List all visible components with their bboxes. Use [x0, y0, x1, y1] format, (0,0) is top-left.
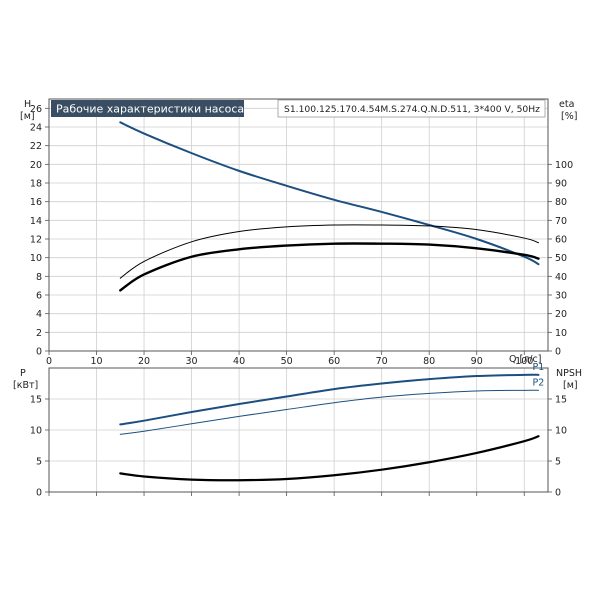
power-series-1-line [119, 389, 539, 435]
head-efficiency-panel: Рабочие характеристики насоса S1.100.125… [20, 98, 577, 367]
y-left-tick-label: 16 [30, 197, 42, 208]
x-tick-label: 80 [423, 356, 435, 367]
series-label-p2: P2 [532, 377, 544, 388]
x-tick-label: 100 [515, 356, 533, 367]
head-series-0-line [119, 121, 540, 266]
h-axis-unit: [м] [20, 111, 35, 122]
y-left-tick-label: 6 [36, 291, 42, 302]
model-label: S1.100.125.170.4.54M.S.274.Q.N.D.511, 3*… [284, 105, 540, 115]
y-right-tick-label: 90 [555, 179, 567, 190]
x-tick-label: 20 [138, 356, 150, 367]
head-series-2-line [119, 242, 540, 292]
x-tick-label: 10 [90, 356, 102, 367]
chart-title: Рабочие характеристики насоса [56, 103, 244, 116]
y-left-tick-label: 24 [30, 123, 42, 134]
y-left-tick-label: 4 [36, 309, 42, 320]
head-series-1-line [119, 224, 539, 279]
eta-axis-unit: [%] [561, 111, 577, 122]
p-axis-unit: [кВт] [13, 380, 38, 391]
y-left-tick-label: 20 [30, 160, 42, 171]
y-left-tick-label: 18 [30, 179, 42, 190]
bottom-grid [49, 368, 548, 492]
y-left-tick-label: 8 [36, 272, 42, 283]
y-right-tick-label: 100 [555, 160, 573, 171]
y-left-tick-label: 2 [36, 328, 42, 339]
y-left-tick-label: 15 [30, 395, 42, 406]
y-left-tick-label: 0 [36, 347, 42, 358]
y-right-tick-label: 10 [555, 328, 567, 339]
y-right-tick-label: 60 [555, 235, 567, 246]
y-right-tick-label: 40 [555, 272, 567, 283]
y-left-tick-label: 22 [30, 141, 42, 152]
y-left-tick-label: 0 [36, 488, 42, 499]
npsh-axis-unit: [м] [563, 380, 578, 391]
y-left-tick-label: 10 [30, 426, 42, 437]
y-right-tick-label: 30 [555, 291, 567, 302]
y-left-tick-label: 26 [30, 104, 42, 115]
x-tick-label: 0 [46, 356, 52, 367]
y-left-tick-label: 12 [30, 235, 42, 246]
npsh-axis-title: NPSH [556, 368, 582, 379]
y-right-tick-label: 20 [555, 309, 567, 320]
x-tick-label: 60 [328, 356, 340, 367]
y-left-tick-label: 14 [30, 216, 42, 227]
x-tick-label: 30 [186, 356, 198, 367]
x-tick-label: 70 [376, 356, 388, 367]
p-axis-title: P [20, 368, 26, 379]
top-plot-frame [48, 98, 549, 352]
title-box [51, 100, 244, 117]
y-right-tick-label: 50 [555, 253, 567, 264]
y-right-tick-label: 5 [555, 457, 561, 468]
series-label-p1: P1 [532, 362, 544, 373]
bottom-ticks: 0 5 10 15 0 5 10 15 [30, 395, 567, 499]
y-right-tick-label: 10 [555, 426, 567, 437]
top-grid [49, 99, 548, 351]
y-right-tick-label: 80 [555, 197, 567, 208]
x-tick-label: 90 [471, 356, 483, 367]
model-box [277, 99, 546, 118]
h-axis-title: H [24, 99, 31, 110]
power-series-2-line [119, 435, 540, 482]
x-tick-label: 40 [233, 356, 245, 367]
top-ticks: 0 10 20 30 40 50 60 70 80 90 100024681012141618202… [30, 104, 573, 367]
power-series-0-line [119, 373, 540, 426]
x-tick-label: 50 [281, 356, 293, 367]
eta-axis-title: eta [559, 99, 574, 110]
y-right-tick-label: 0 [555, 347, 561, 358]
top-series [119, 121, 540, 292]
y-right-tick-label: 0 [555, 488, 561, 499]
y-right-tick-label: 15 [555, 395, 567, 406]
y-right-tick-label: 70 [555, 216, 567, 227]
y-left-tick-label: 5 [36, 457, 42, 468]
q-axis-title: Q [л/с] [509, 354, 541, 365]
y-left-tick-label: 10 [30, 253, 42, 264]
